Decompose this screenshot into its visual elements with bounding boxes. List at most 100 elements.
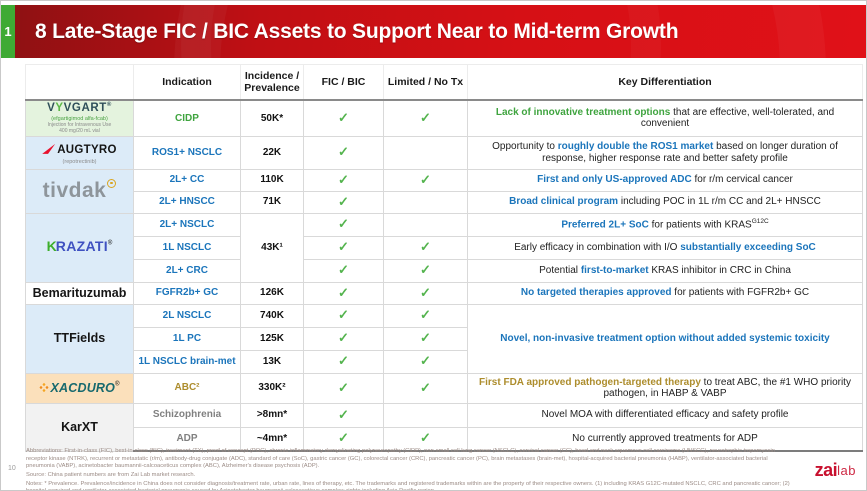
incidence-cell: 50K*	[240, 99, 304, 137]
zai-lab-logo: zailab	[814, 460, 856, 480]
registered-mark: ®	[106, 102, 112, 109]
bemarituzumab-label: Bemarituzumab	[32, 285, 127, 300]
vyvgart-dose-line: 400 mg/20 mL vial	[59, 128, 100, 135]
registered-mark: ®	[107, 240, 113, 247]
table-row: 2L+ HNSCC 71K ✓ Broad clinical program i…	[26, 190, 863, 214]
limited-check-cell: ✓	[383, 258, 468, 283]
tivdak-target-icon	[107, 178, 117, 188]
table-row: 1L NSCLC ✓ ✓ Early efficacy in combinati…	[26, 235, 863, 260]
ttfields-label: TTFields	[53, 331, 106, 346]
footnote-source: Source: China patient numbers are from Z…	[26, 471, 196, 478]
augtyro-logo: AUGTYRO	[29, 140, 130, 158]
keydiff-cell: Broad clinical program including POC in …	[467, 190, 863, 214]
incidence-cell: 740K	[240, 303, 304, 328]
registered-mark: ®	[115, 381, 120, 388]
indication-cell: 1L NSCLC brain-met	[133, 349, 241, 374]
indication-cell: 1L PC	[133, 326, 241, 351]
incidence-cell: ~4mn*	[240, 426, 304, 452]
keydiff-cell: First FDA approved pathogen-targeted the…	[467, 372, 863, 404]
incidence-cell: 43K¹	[240, 212, 304, 283]
indication-cell: CIDP	[133, 99, 241, 137]
fic-check-cell: ✓	[303, 402, 384, 428]
brand-cell-bemarituzumab: Bemarituzumab	[25, 281, 134, 305]
limited-check-cell: ✓	[383, 303, 468, 328]
table-row: Bemarituzumab FGFR2b+ GC 126K ✓ ✓ No tar…	[25, 281, 863, 305]
incidence-cell: 330K²	[240, 372, 304, 404]
indication-cell: 2L NSCLC	[133, 303, 241, 328]
col-header-indication: Indication	[133, 64, 241, 101]
vyvgart-logo: VYVGART®	[47, 102, 112, 115]
brand-cell-tivdak: tivdak	[25, 168, 134, 214]
incidence-cell: 125K	[240, 326, 304, 351]
keydiff-cell: Lack of innovative treatment options tha…	[467, 99, 863, 137]
table-row: TTFields 2L NSCLC 740K ✓ ✓ Novel, non-in…	[25, 303, 863, 374]
table-row: KarXT Schizophrenia >8mn* ✓ Novel MOA wi…	[25, 402, 863, 452]
fic-check-cell: ✓	[303, 326, 384, 351]
incidence-cell: 71K	[240, 190, 304, 214]
table-row: ADP ~4mn* ✓ ✓ No currently approved trea…	[26, 426, 863, 452]
fic-check-cell: ✓	[303, 349, 384, 374]
footnotes: Abbreviations: First-in-class (FIC), bes…	[26, 448, 794, 490]
indication-cell: ADP	[133, 426, 241, 452]
table-row: tivdak 2L+ CC 110K ✓ ✓ First and only US…	[25, 168, 863, 214]
slide-index-badge: 1	[1, 5, 15, 58]
brand-cell-karxt: KarXT	[25, 402, 134, 452]
brand-cell-krazati: KRAZATI®	[25, 212, 134, 283]
indication-cell: 2L+ CC	[133, 168, 241, 192]
incidence-cell: 13K	[240, 349, 304, 374]
keydiff-cell: Potential first-to-market KRAS inhibitor…	[467, 258, 863, 283]
fic-check-cell: ✓	[303, 372, 384, 404]
keydiff-cell: Novel MOA with differentiated efficacy a…	[467, 402, 863, 428]
col-header-brand	[25, 64, 134, 101]
fic-check-cell: ✓	[303, 258, 384, 283]
indication-cell: FGFR2b+ GC	[133, 281, 241, 305]
incidence-cell: 110K	[240, 168, 304, 192]
indication-cell: ROS1+ NSCLC	[133, 135, 241, 170]
indication-cell: 2L+ CRC	[133, 258, 241, 283]
vyvgart-accent-letter: Y	[55, 102, 64, 115]
page-title: 8 Late-Stage FIC / BIC Assets to Support…	[35, 19, 679, 43]
brand-cell-ttfields: TTFields	[25, 303, 134, 374]
fic-check-cell: ✓	[303, 303, 384, 328]
table-row: XACDURO® ABC² 330K² ✓ ✓ First FDA approv…	[25, 372, 863, 404]
limited-check-cell	[383, 135, 468, 170]
vyvgart-generic-name: (efgartigimod alfa-fcab)	[51, 115, 108, 122]
table-row: KRAZATI® 2L+ NSCLC 43K¹ ✓ Preferred 2L+ …	[25, 212, 863, 283]
keydiff-cell: Preferred 2L+ SoC for patients with KRAS…	[467, 212, 863, 237]
table-row: 2L+ CRC ✓ ✓ Potential first-to-market KR…	[26, 258, 863, 283]
brand-cell-augtyro: AUGTYRO (repotrectinib)	[25, 135, 134, 170]
indication-cell: ABC²	[133, 372, 241, 404]
limited-check-cell	[383, 402, 468, 428]
keydiff-cell: Early efficacy in combination with I/O s…	[467, 235, 863, 260]
limited-check-cell: ✓	[383, 349, 468, 374]
fic-check-cell: ✓	[303, 168, 384, 192]
krazati-accent-letter: K	[46, 238, 57, 255]
limited-check-cell: ✓	[383, 426, 468, 452]
augtyro-generic-name: (repotrectinib)	[62, 158, 97, 165]
fic-check-cell: ✓	[303, 190, 384, 214]
brand-cell-xacduro: XACDURO®	[25, 372, 134, 404]
xacduro-dots-icon	[39, 382, 50, 394]
limited-check-cell: ✓	[383, 235, 468, 260]
page-number: 10	[8, 465, 16, 472]
tivdak-logo: tivdak	[42, 178, 107, 202]
assets-table: Indication Incidence / Prevalence FIC / …	[25, 64, 863, 452]
col-header-key-differentiation: Key Differentiation	[467, 64, 863, 101]
vyvgart-route-line: Injection for Intravenous Use	[47, 122, 112, 129]
title-banner: 1 8 Late-Stage FIC / BIC Assets to Suppo…	[1, 5, 866, 58]
incidence-cell: 22K	[240, 135, 304, 170]
incidence-cell: 126K	[240, 281, 304, 305]
fic-check-cell: ✓	[303, 99, 384, 137]
fic-check-cell: ✓	[303, 212, 384, 237]
fic-check-cell: ✓	[303, 235, 384, 260]
col-header-limited-no-tx: Limited / No Tx	[383, 64, 468, 101]
karxt-label: KarXT	[61, 419, 98, 434]
indication-cell: 2L+ NSCLC	[133, 212, 241, 237]
keydiff-cell: Novel, non-invasive treatment option wit…	[467, 303, 863, 374]
indication-cell: 2L+ HNSCC	[133, 190, 241, 214]
footnote-abbreviations: Abbreviations: First-in-class (FIC), bes…	[26, 448, 776, 470]
table-header-row: Indication Incidence / Prevalence FIC / …	[25, 64, 863, 101]
table-row: 1L PC 125K ✓ ✓	[26, 326, 863, 351]
limited-check-cell: ✓	[383, 372, 468, 404]
